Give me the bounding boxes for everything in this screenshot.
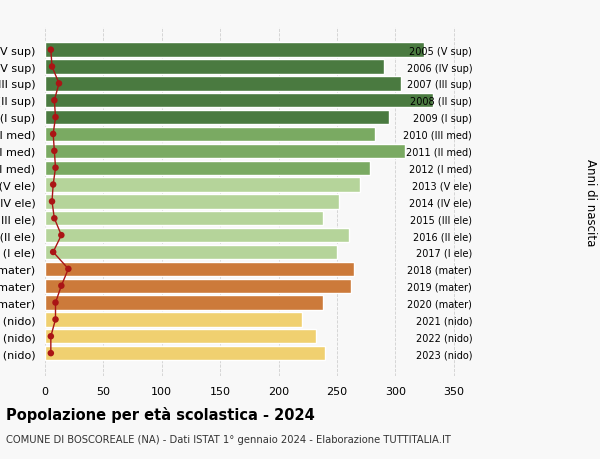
Point <box>46 350 56 357</box>
Bar <box>45 128 376 142</box>
Bar <box>45 330 316 344</box>
Bar <box>45 178 360 192</box>
Point <box>56 282 66 290</box>
Point <box>50 148 59 155</box>
Bar <box>45 229 349 243</box>
Bar <box>45 296 323 310</box>
Point <box>47 198 57 206</box>
Point <box>46 333 56 340</box>
Bar <box>45 144 404 159</box>
Bar <box>45 195 339 209</box>
Bar <box>45 111 389 125</box>
Bar <box>45 279 351 293</box>
Bar <box>45 212 323 226</box>
Bar <box>45 313 302 327</box>
Point <box>51 299 61 307</box>
Point <box>56 232 66 239</box>
Point <box>54 80 64 88</box>
Point <box>51 114 61 122</box>
Bar <box>45 94 433 108</box>
Point <box>49 131 58 138</box>
Bar <box>45 245 337 260</box>
Bar <box>45 77 401 91</box>
Point <box>50 97 59 105</box>
Text: Anni di nascita: Anni di nascita <box>584 158 597 246</box>
Point <box>51 165 61 172</box>
Point <box>49 181 58 189</box>
Point <box>50 215 59 223</box>
Text: COMUNE DI BOSCOREALE (NA) - Dati ISTAT 1° gennaio 2024 - Elaborazione TUTTITALIA: COMUNE DI BOSCOREALE (NA) - Dati ISTAT 1… <box>6 434 451 444</box>
Point <box>49 249 58 256</box>
Bar <box>45 161 370 175</box>
Bar <box>45 262 355 276</box>
Text: Popolazione per età scolastica - 2024: Popolazione per età scolastica - 2024 <box>6 406 315 422</box>
Point <box>51 316 61 324</box>
Bar <box>45 44 424 58</box>
Point <box>47 64 57 71</box>
Point <box>46 47 56 54</box>
Bar <box>45 346 325 360</box>
Point <box>64 266 73 273</box>
Bar <box>45 60 383 74</box>
